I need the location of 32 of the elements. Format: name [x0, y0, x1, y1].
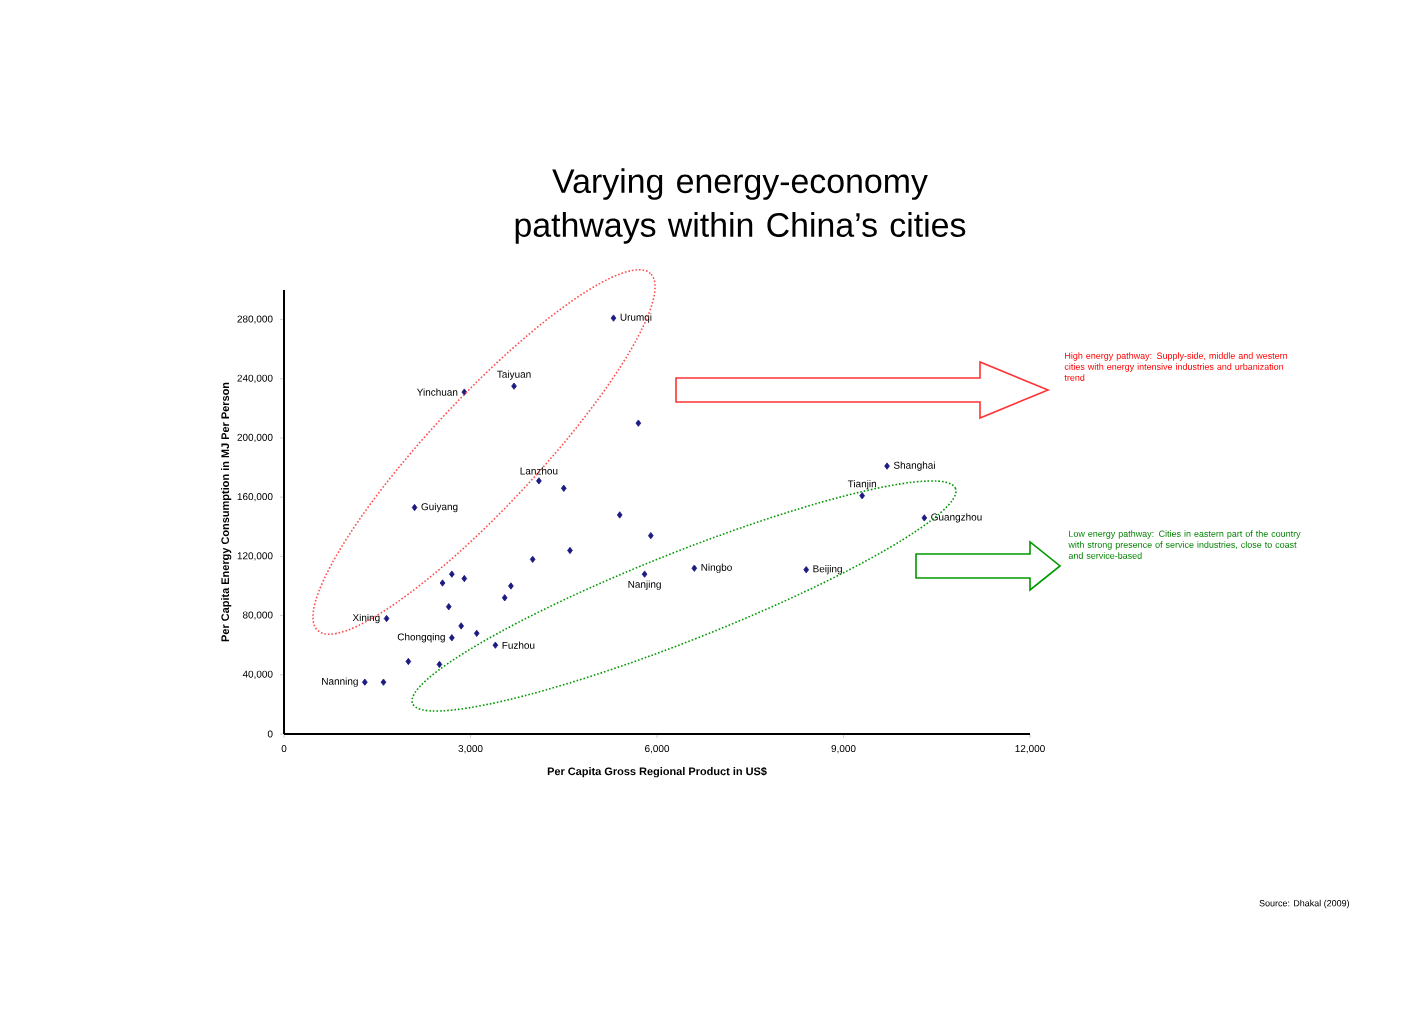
point [560, 484, 567, 492]
point [859, 492, 865, 500]
point [884, 462, 890, 470]
point [380, 678, 387, 686]
point [439, 579, 446, 587]
point [641, 570, 648, 578]
point [691, 564, 698, 572]
point [921, 514, 928, 522]
chart-title: Varying energy-economy pathways within China’s cities [515, 168, 966, 244]
point [536, 477, 542, 485]
point [529, 555, 536, 563]
point [411, 503, 418, 512]
point [362, 678, 368, 686]
point [405, 657, 412, 666]
point [436, 660, 443, 669]
point [449, 634, 455, 642]
point [648, 532, 654, 540]
point [610, 314, 617, 322]
point [492, 641, 499, 649]
point [445, 603, 452, 611]
point [449, 570, 455, 578]
point [383, 614, 390, 623]
point [508, 582, 514, 590]
point [501, 594, 508, 602]
point [567, 546, 573, 555]
point [803, 566, 810, 574]
point [616, 511, 623, 519]
point [635, 419, 642, 427]
point [511, 382, 517, 390]
point [458, 622, 464, 630]
point [461, 574, 468, 583]
point [473, 629, 480, 637]
